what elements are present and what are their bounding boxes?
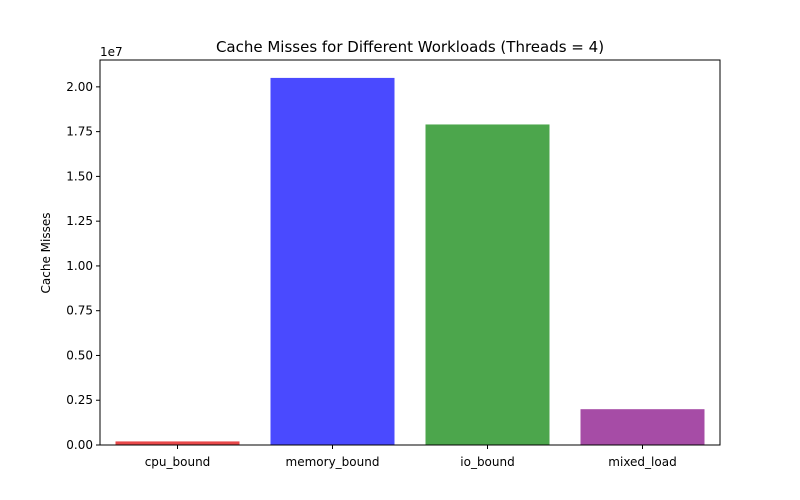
- y-axis-label: Cache Misses: [39, 213, 53, 294]
- x-tick-label: cpu_bound: [145, 455, 211, 469]
- bar-mixed-load: [580, 409, 705, 445]
- bar-cpu-bound: [115, 441, 240, 445]
- y-tick-label: 0.75: [66, 304, 93, 318]
- bar-io-bound: [425, 124, 550, 445]
- y-tick-label: 0.50: [66, 348, 93, 362]
- bars-layer: [115, 77, 705, 445]
- x-axis-ticks: cpu_bound memory_bound io_bound mixed_load: [145, 445, 677, 469]
- plot-frame: [99, 59, 721, 446]
- y-axis-scale-label: 1e7: [100, 45, 123, 59]
- y-tick-label: 2.00: [66, 80, 93, 94]
- chart-title: Cache Misses for Different Workloads (Th…: [216, 38, 604, 56]
- y-tick-label: 1.75: [66, 125, 93, 139]
- y-tick-label: 1.00: [66, 259, 93, 273]
- x-tick-label: io_bound: [460, 455, 514, 469]
- y-tick-label: 0.00: [66, 438, 93, 452]
- bar-memory-bound: [270, 77, 395, 445]
- y-tick-label: 0.25: [66, 393, 93, 407]
- y-tick-label: 1.25: [66, 214, 93, 228]
- x-tick-label: mixed_load: [608, 455, 676, 469]
- y-axis-ticks: 0.00 0.25 0.50 0.75 1.00 1.25 1.50 1.75 2.00: [66, 80, 100, 452]
- x-tick-label: memory_bound: [286, 455, 380, 469]
- y-tick-label: 1.50: [66, 169, 93, 183]
